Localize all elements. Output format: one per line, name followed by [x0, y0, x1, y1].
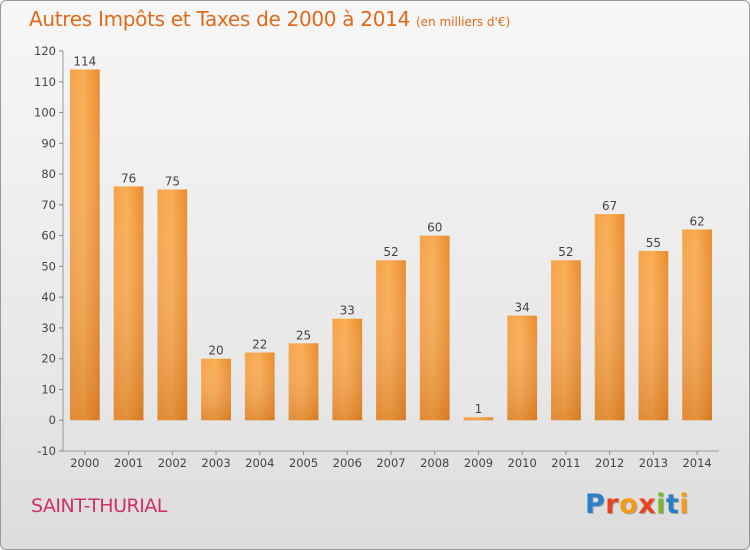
- bar-shade: [288, 343, 319, 421]
- bar-shade: [201, 358, 231, 421]
- title-text: Autres Impôts et Taxes de 2000 à 2014: [29, 7, 410, 31]
- x-tick-label: 2003: [201, 456, 230, 470]
- commune-name: SAINT-THURIAL: [31, 495, 167, 517]
- logo-letter: r: [605, 489, 620, 520]
- y-tick-label: 20: [41, 352, 56, 366]
- logo-letter: t: [665, 489, 680, 520]
- x-tick-label: 2010: [508, 456, 537, 470]
- y-tick-label: 100: [34, 106, 56, 120]
- x-tick-label: 2013: [639, 456, 668, 470]
- y-tick-label: 60: [41, 229, 56, 243]
- bar-shade: [69, 69, 100, 421]
- bar-shade: [157, 189, 188, 421]
- x-tick-label: 2008: [420, 456, 449, 470]
- data-labels: 114 76 75 20 22 25 33 52 60 1 34 52 67 55 62: [73, 54, 704, 416]
- bar-shade: [463, 417, 494, 421]
- y-tick-label: 0: [49, 413, 56, 427]
- y-tick-label: 90: [41, 136, 56, 150]
- bar-shade: [507, 315, 538, 421]
- x-tick-label: 2007: [376, 456, 405, 470]
- logo-letter: i: [656, 489, 666, 520]
- x-tick-label: 2000: [70, 456, 99, 470]
- y-tick-label: 40: [41, 290, 56, 304]
- data-label: 22: [252, 338, 267, 352]
- logo-letter: i: [679, 489, 690, 520]
- data-label: 1: [475, 402, 483, 416]
- logo-letter: P: [585, 489, 606, 520]
- x-tick-label: 2001: [114, 456, 143, 470]
- data-label: 33: [340, 304, 355, 318]
- data-label: 60: [427, 221, 442, 235]
- logo-letter: x: [638, 489, 657, 520]
- bar-shade: [332, 318, 363, 421]
- data-label: 25: [296, 328, 311, 342]
- y-tick-label: 50: [41, 259, 56, 273]
- data-label: 34: [515, 301, 530, 315]
- data-label: 76: [121, 171, 136, 185]
- data-label: 52: [383, 245, 398, 259]
- x-tick-label: 2014: [682, 456, 711, 470]
- x-tick-label: 2006: [333, 456, 362, 470]
- x-tick-label: 2005: [289, 456, 318, 470]
- y-tick-label: 110: [34, 75, 56, 89]
- bar-shade: [244, 352, 275, 421]
- y-tick-label: 70: [41, 198, 56, 212]
- x-tick-label: 2002: [158, 456, 187, 470]
- x-tick-label: 2012: [595, 456, 624, 470]
- y-tick-label: 10: [41, 382, 56, 396]
- x-tick-label: 2004: [245, 456, 274, 470]
- data-label: 52: [558, 245, 573, 259]
- unit-text: (en milliers d'€): [416, 15, 511, 29]
- x-tick-label: 2009: [464, 456, 493, 470]
- data-label: 20: [208, 344, 223, 358]
- bar-shade: [682, 229, 713, 421]
- y-tick-label: -10: [37, 444, 56, 458]
- bar-shade: [113, 186, 144, 421]
- chart-title: Autres Impôts et Taxes de 2000 à 2014 (en…: [29, 7, 510, 31]
- data-label: 62: [689, 214, 704, 228]
- bar-shade: [419, 235, 450, 421]
- y-tick-label: 30: [41, 321, 56, 335]
- proxiti-logo: Proxiti: [585, 489, 689, 520]
- x-tick-label: 2011: [551, 456, 580, 470]
- bar-shade: [594, 214, 625, 421]
- bars: [69, 69, 713, 421]
- data-label: 55: [646, 236, 661, 250]
- bar-shade: [376, 260, 406, 421]
- data-label: 114: [73, 54, 96, 68]
- logo-letter: o: [619, 489, 639, 520]
- bar-shade: [638, 251, 669, 421]
- y-tick-label: 80: [41, 167, 56, 181]
- y-tick-label: 120: [34, 44, 56, 58]
- data-label: 67: [602, 199, 617, 213]
- data-label: 75: [165, 174, 180, 188]
- bar-shade: [551, 260, 581, 421]
